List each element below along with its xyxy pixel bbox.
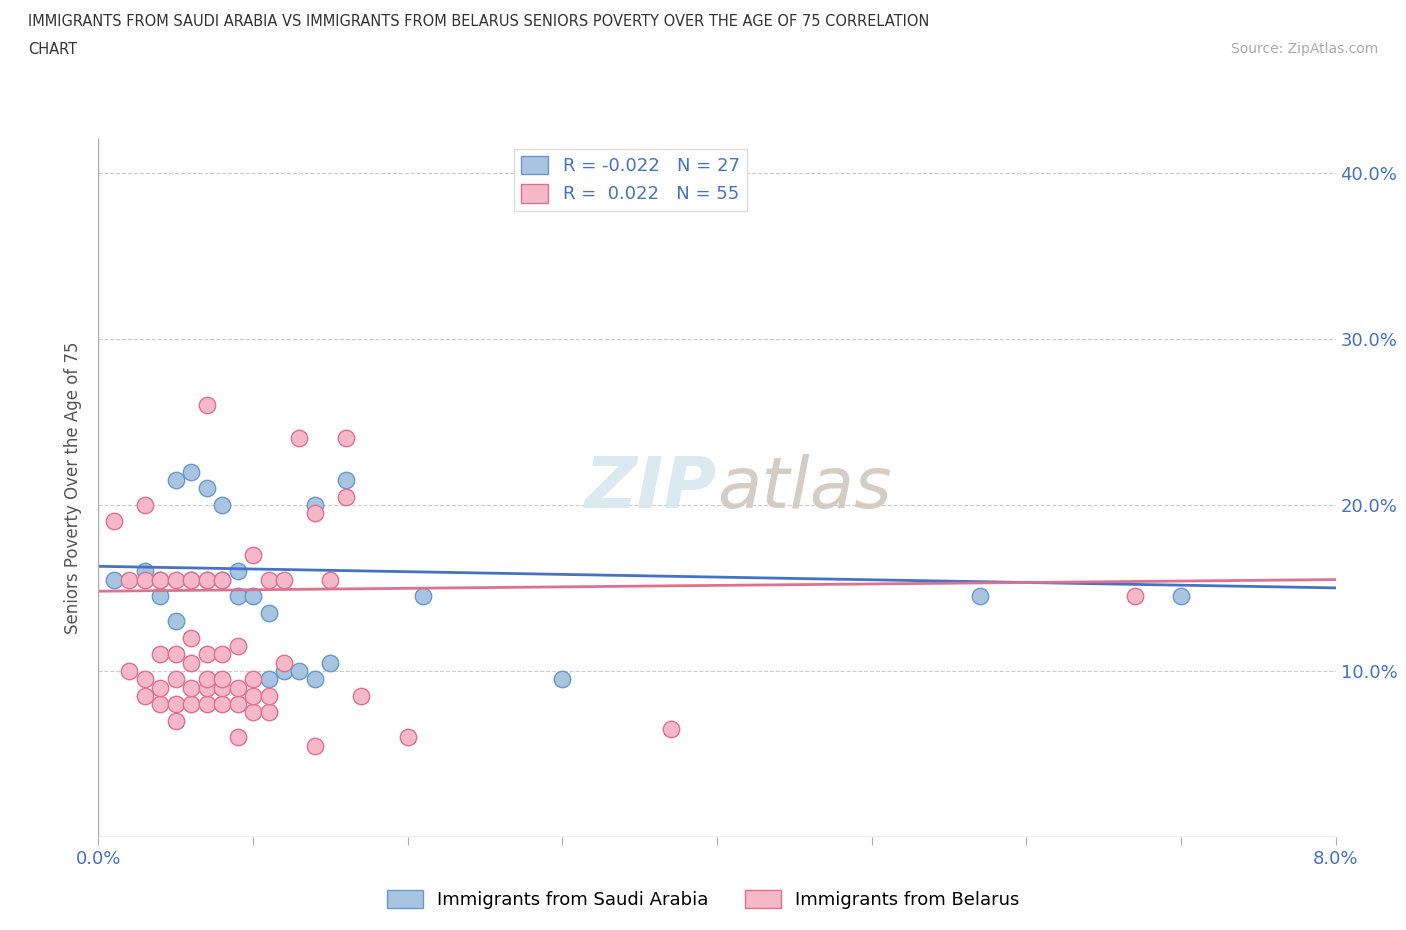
Point <box>288 431 311 445</box>
Point <box>273 663 295 678</box>
Point <box>180 572 202 587</box>
Point <box>103 572 125 587</box>
Point <box>195 697 218 711</box>
Point <box>149 697 172 711</box>
Text: Source: ZipAtlas.com: Source: ZipAtlas.com <box>1230 42 1378 56</box>
Point <box>195 647 218 662</box>
Point <box>211 572 233 587</box>
Point <box>211 671 233 686</box>
Text: atlas: atlas <box>717 454 891 523</box>
Point <box>969 589 991 604</box>
Point <box>319 656 342 671</box>
Point <box>304 506 326 521</box>
Point <box>149 680 172 695</box>
Point <box>226 639 249 654</box>
Point <box>257 671 280 686</box>
Point <box>165 697 187 711</box>
Point <box>551 671 574 686</box>
Point <box>226 589 249 604</box>
Point <box>165 472 187 487</box>
Legend: R = -0.022   N = 27, R =  0.022   N = 55: R = -0.022 N = 27, R = 0.022 N = 55 <box>515 149 747 211</box>
Text: CHART: CHART <box>28 42 77 57</box>
Point <box>118 572 141 587</box>
Point <box>226 680 249 695</box>
Point <box>335 472 357 487</box>
Point <box>149 572 172 587</box>
Point <box>257 572 280 587</box>
Point <box>180 697 202 711</box>
Point <box>103 514 125 529</box>
Point <box>195 572 218 587</box>
Point <box>180 656 202 671</box>
Point <box>149 572 172 587</box>
Point <box>257 705 280 720</box>
Point <box>304 671 326 686</box>
Point <box>134 498 156 512</box>
Point <box>226 564 249 578</box>
Legend: Immigrants from Saudi Arabia, Immigrants from Belarus: Immigrants from Saudi Arabia, Immigrants… <box>380 883 1026 916</box>
Point <box>134 688 156 703</box>
Point <box>180 572 202 587</box>
Point <box>134 671 156 686</box>
Point <box>134 564 156 578</box>
Point <box>273 656 295 671</box>
Text: IMMIGRANTS FROM SAUDI ARABIA VS IMMIGRANTS FROM BELARUS SENIORS POVERTY OVER THE: IMMIGRANTS FROM SAUDI ARABIA VS IMMIGRAN… <box>28 14 929 29</box>
Point <box>335 431 357 445</box>
Point <box>195 680 218 695</box>
Y-axis label: Seniors Poverty Over the Age of 75: Seniors Poverty Over the Age of 75 <box>65 342 83 634</box>
Point <box>165 614 187 629</box>
Point <box>1170 589 1192 604</box>
Point <box>195 671 218 686</box>
Point <box>165 713 187 728</box>
Point <box>242 589 264 604</box>
Point <box>195 481 218 496</box>
Point <box>149 647 172 662</box>
Point <box>1123 589 1146 604</box>
Point <box>180 464 202 479</box>
Point <box>288 663 311 678</box>
Point <box>149 589 172 604</box>
Point <box>304 738 326 753</box>
Point <box>412 589 434 604</box>
Point <box>659 722 682 737</box>
Point <box>242 547 264 562</box>
Point <box>304 498 326 512</box>
Point <box>211 647 233 662</box>
Point <box>211 680 233 695</box>
Point <box>257 688 280 703</box>
Point <box>165 671 187 686</box>
Point <box>226 697 249 711</box>
Point <box>180 680 202 695</box>
Point <box>242 705 264 720</box>
Point <box>226 730 249 745</box>
Text: ZIP: ZIP <box>585 454 717 523</box>
Point <box>195 572 218 587</box>
Point <box>396 730 419 745</box>
Point <box>242 688 264 703</box>
Point <box>211 572 233 587</box>
Point <box>134 572 156 587</box>
Point <box>211 697 233 711</box>
Point <box>273 572 295 587</box>
Point <box>319 572 342 587</box>
Point <box>195 398 218 413</box>
Point <box>242 671 264 686</box>
Point <box>257 605 280 620</box>
Point <box>211 498 233 512</box>
Point <box>180 631 202 645</box>
Point <box>335 489 357 504</box>
Point <box>350 688 373 703</box>
Point <box>118 663 141 678</box>
Point <box>165 647 187 662</box>
Point <box>165 572 187 587</box>
